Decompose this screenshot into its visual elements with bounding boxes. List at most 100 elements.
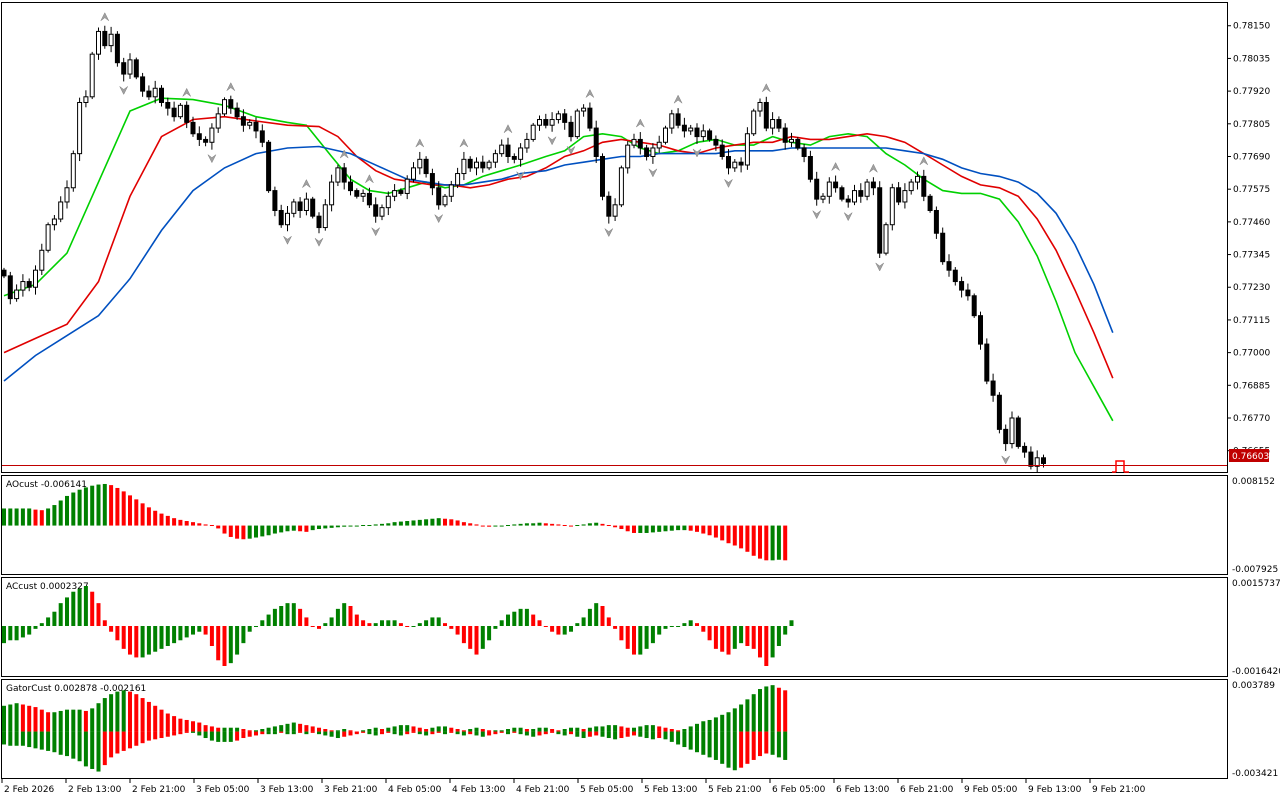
- gator-upper-bar: [146, 701, 151, 732]
- histogram-bar: [537, 620, 542, 626]
- gator-upper-bar: [109, 694, 114, 732]
- gator-upper-bar: [587, 727, 592, 732]
- gator-lower-bar: [83, 731, 88, 767]
- candle-body: [996, 394, 1002, 430]
- gator-upper-bar: [392, 726, 397, 732]
- gator-lower-bar: [405, 731, 410, 735]
- gator-lower-bar: [140, 731, 145, 744]
- candle-body: [984, 343, 990, 382]
- fractal-down-icon: [566, 146, 576, 155]
- gator-lower-bar: [499, 731, 504, 733]
- histogram-bar: [751, 525, 756, 556]
- price-tick-label: 0.77460: [1233, 218, 1270, 228]
- gator-upper-bar: [562, 729, 567, 732]
- candle-body: [203, 138, 209, 143]
- gator-lower-bar: [764, 731, 769, 754]
- ac-panel-frame: [1, 577, 1228, 677]
- gator-upper-bar: [348, 730, 353, 732]
- histogram-bar: [499, 525, 504, 527]
- candle-body: [108, 33, 114, 47]
- histogram-bar: [65, 597, 69, 626]
- histogram-bar: [493, 525, 498, 527]
- histogram-bar: [96, 484, 101, 526]
- gator-lower-bar: [695, 731, 699, 753]
- candle-body: [921, 175, 927, 197]
- gator-upper-bar: [650, 725, 655, 732]
- gator-lower-bar: [638, 731, 643, 737]
- histogram-bar: [436, 617, 441, 626]
- histogram-bar: [531, 523, 536, 526]
- histogram-bar: [455, 626, 460, 635]
- histogram-bar: [298, 608, 303, 626]
- gator-upper-bar: [701, 721, 706, 732]
- candle-body: [707, 130, 713, 140]
- candle-body: [404, 178, 410, 194]
- histogram-bar: [682, 623, 687, 626]
- gator-lower-bar: [342, 731, 347, 737]
- gator-lower-bar: [487, 731, 492, 736]
- candle-body: [663, 127, 668, 143]
- gator-lower-bar: [285, 731, 290, 735]
- gator-lower-bar: [436, 731, 441, 733]
- gator-lower-bar: [335, 731, 340, 739]
- histogram-bar: [140, 626, 145, 658]
- histogram-bar: [380, 620, 384, 626]
- histogram-bar: [153, 626, 158, 652]
- candle-body: [612, 204, 618, 217]
- histogram-bar: [632, 626, 636, 655]
- fractal-down-icon: [547, 136, 557, 146]
- histogram-bar: [2, 626, 6, 644]
- time-tick-label: 9 Feb 13:00: [1028, 785, 1082, 795]
- time-tick-label: 2 Feb 2026: [4, 785, 55, 795]
- gator-upper-bar: [14, 703, 19, 732]
- histogram-bar: [140, 503, 145, 526]
- gator-upper-bar: [247, 730, 252, 732]
- candle-body: [499, 144, 505, 155]
- gator-upper-bar: [512, 727, 517, 732]
- ao-tick-bottom: -0.007925: [1232, 565, 1278, 575]
- gator-lower-bar: [550, 731, 555, 733]
- histogram-bar: [688, 525, 693, 531]
- candle-body: [366, 192, 372, 206]
- gator-upper-bar: [323, 729, 328, 732]
- gator-lower-bar: [121, 731, 126, 751]
- gator-lower-bar: [222, 731, 227, 742]
- histogram-bar: [764, 626, 769, 666]
- candle-body: [902, 190, 908, 203]
- gator-lower-bar: [52, 731, 57, 753]
- fractal-up-icon: [302, 179, 311, 188]
- histogram-bar: [33, 626, 38, 629]
- histogram-bar: [411, 520, 416, 526]
- gator-lower-bar: [304, 731, 309, 735]
- candle-body: [700, 130, 706, 138]
- histogram-bar: [191, 626, 195, 635]
- gator-upper-bar: [153, 705, 158, 732]
- candle-body: [908, 181, 914, 192]
- histogram-bar: [361, 620, 366, 626]
- gator-upper-bar: [33, 707, 38, 732]
- gator-upper-bar: [58, 710, 63, 732]
- candle-body: [978, 315, 983, 345]
- histogram-bar: [354, 614, 359, 626]
- histogram-bar: [373, 623, 378, 626]
- histogram-bar: [172, 518, 177, 526]
- histogram-bar: [487, 525, 492, 527]
- gator-lower-bar: [323, 731, 328, 736]
- candle-body: [927, 195, 933, 211]
- candle-body: [530, 124, 536, 140]
- histogram-bar: [732, 525, 737, 546]
- gator-upper-bar: [474, 727, 479, 732]
- histogram-bar: [474, 524, 479, 526]
- gator-lower-bar: [235, 731, 240, 741]
- gator-lower-bar: [493, 731, 498, 735]
- candle-body: [1009, 417, 1015, 445]
- current-price-label: 0.76603: [1232, 452, 1269, 462]
- histogram-bar: [71, 591, 76, 626]
- histogram-bar: [102, 620, 107, 626]
- price-tick-label: 0.77230: [1233, 283, 1270, 293]
- histogram-bar: [758, 626, 762, 658]
- histogram-bar: [405, 626, 410, 627]
- histogram-bar: [228, 626, 233, 664]
- gator-lower-bar: [184, 731, 189, 733]
